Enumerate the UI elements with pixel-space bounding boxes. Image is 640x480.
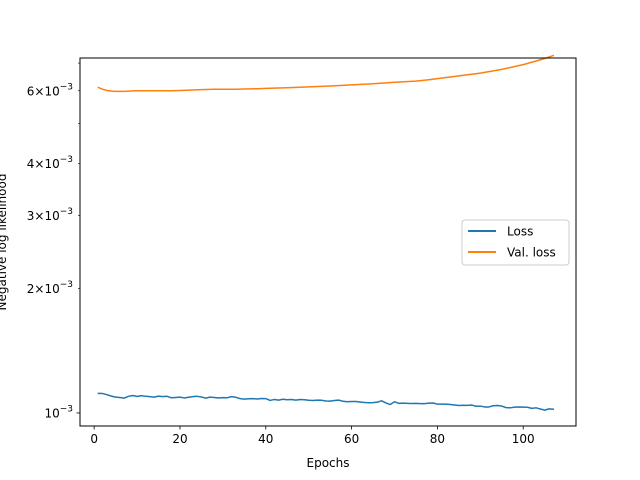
x-tick-label: 60 [344,432,359,446]
x-tick-label: 100 [512,432,535,446]
y-axis-label: Negative log likelihood [0,174,9,311]
legend-label-val-loss: Val. loss [507,246,556,260]
series-layer [97,54,555,411]
x-tick-label: 0 [90,432,98,446]
series-line-loss [97,392,555,411]
series-line-val-loss [97,54,555,93]
x-tick-label: 80 [430,432,445,446]
legend-label-loss: Loss [507,225,533,239]
x-axis-label: Epochs [307,456,350,470]
legend: Loss Val. loss [461,219,570,266]
axes-frame [79,57,577,427]
x-tick-label: 40 [258,432,273,446]
x-tick-label: 20 [172,432,187,446]
